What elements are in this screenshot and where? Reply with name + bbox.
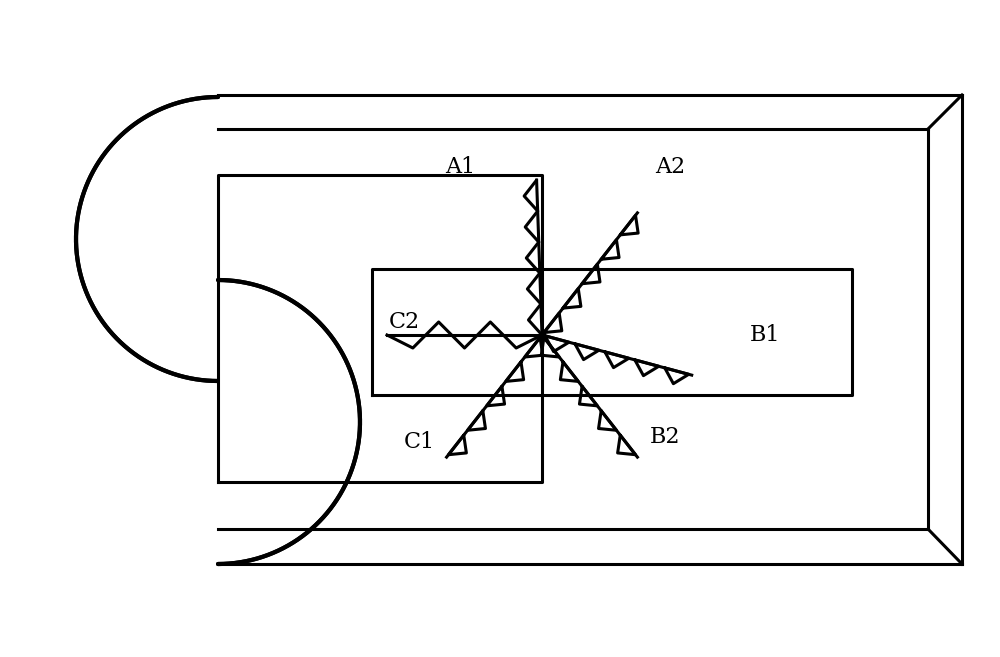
Text: C1: C1 xyxy=(404,431,435,453)
Text: A2: A2 xyxy=(655,156,685,178)
Text: C2: C2 xyxy=(389,311,420,333)
Text: B1: B1 xyxy=(750,324,780,346)
Polygon shape xyxy=(0,0,71,657)
Text: A1: A1 xyxy=(445,156,475,178)
Text: B2: B2 xyxy=(650,426,680,448)
